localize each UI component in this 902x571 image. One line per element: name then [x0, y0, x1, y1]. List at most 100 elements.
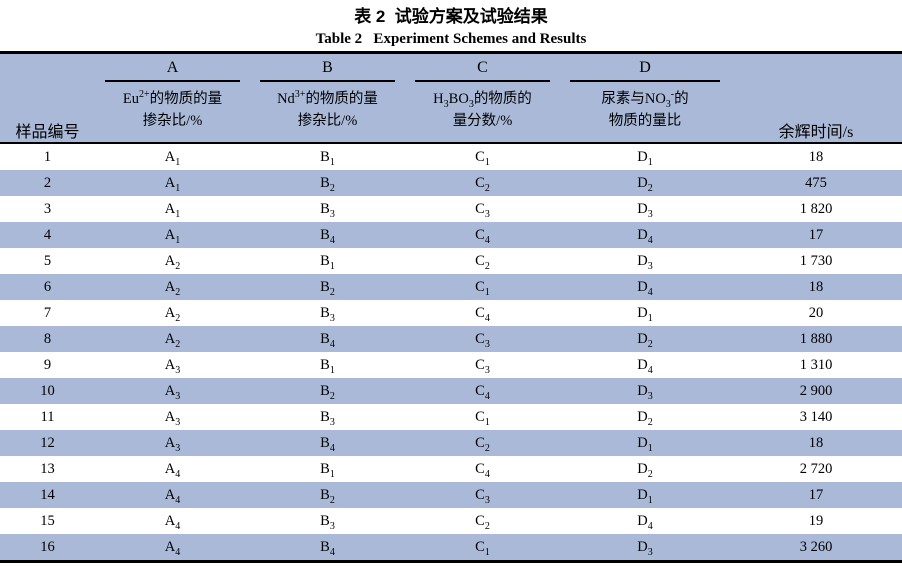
factor-a-cell: A2 — [164, 278, 181, 298]
sample-number-cell: 11 — [40, 408, 55, 425]
factor-d-cell: D4 — [637, 512, 653, 532]
factor-d-cell: D3 — [637, 538, 653, 558]
factor-b-cell: B2 — [320, 382, 335, 402]
table-title-english: Table 2 Experiment Schemes and Results — [315, 31, 587, 47]
sample-number-cell: 16 — [40, 538, 55, 555]
afterglow-time-cell: 2 720 — [799, 460, 833, 477]
factor-d-cell: D3 — [637, 382, 653, 402]
factor-d-cell: D2 — [637, 408, 653, 428]
sample-number-cell: 8 — [43, 330, 52, 347]
afterglow-time-cell: 18 — [808, 278, 824, 295]
factor-a-cell: A3 — [164, 434, 181, 454]
factor-c-cell: C3 — [475, 330, 490, 350]
factor-b-cell: B4 — [320, 226, 335, 246]
factor-b-cell: B3 — [320, 200, 335, 220]
factor-b-cell: B4 — [320, 330, 335, 350]
factor-c-cell: C1 — [475, 278, 490, 298]
table-row: 12 A3 B4 C2 D1 18 — [0, 430, 902, 456]
factor-b-cell: B4 — [320, 538, 335, 558]
factor-c-cell: C2 — [475, 252, 490, 272]
sample-number-cell: 12 — [40, 434, 55, 451]
table-row: 8 A2 B4 C3 D2 1 880 — [0, 326, 902, 352]
sample-number-cell: 4 — [43, 226, 52, 243]
factor-b-cell: B3 — [320, 512, 335, 532]
factor-a-letter: A — [105, 58, 240, 82]
afterglow-time-cell: 1 730 — [799, 252, 833, 269]
table-row: 13 A4 B1 C4 D2 2 720 — [0, 456, 902, 482]
factor-c-cell: C1 — [475, 148, 490, 168]
sample-number-cell: 13 — [40, 460, 55, 477]
afterglow-time-cell: 19 — [808, 512, 824, 529]
header-sample-number: 样品编号 — [0, 52, 95, 143]
sample-number-cell: 9 — [43, 356, 52, 373]
afterglow-time-cell: 3 260 — [799, 538, 833, 555]
factor-a-cell: A4 — [164, 460, 181, 480]
factor-d-cell: D4 — [637, 356, 653, 376]
table-row: 10 A3 B2 C4 D3 2 900 — [0, 378, 902, 404]
factor-a-cell: A1 — [164, 200, 181, 220]
factor-d-cell: D2 — [637, 330, 653, 350]
factor-c-cell: C3 — [475, 486, 490, 506]
table-row: 6 A2 B2 C1 D4 18 — [0, 274, 902, 300]
table-row: 16 A4 B4 C1 D3 3 260 — [0, 534, 902, 562]
factor-a-cell: A1 — [164, 148, 181, 168]
table-header: 样品编号 A B C D 余辉时间/s Eu2+的物质的量 掺杂比/% Nd3+的… — [0, 52, 902, 143]
afterglow-time-cell: 3 140 — [799, 408, 833, 425]
factor-b-cell: B1 — [320, 460, 335, 480]
afterglow-time-cell: 1 820 — [799, 200, 833, 217]
factor-c-cell: C4 — [475, 304, 490, 324]
factor-c-letter: C — [415, 58, 550, 82]
table-row: 11 A3 B3 C1 D2 3 140 — [0, 404, 902, 430]
factor-a-cell: A4 — [164, 538, 181, 558]
table-row: 15 A4 B3 C2 D4 19 — [0, 508, 902, 534]
factor-c-cell: C4 — [475, 382, 490, 402]
factor-a-cell: A1 — [164, 174, 181, 194]
factor-c-cell: C3 — [475, 200, 490, 220]
sample-number-cell: 6 — [43, 278, 52, 295]
factor-d-cell: D3 — [637, 252, 653, 272]
factor-d-description: 尿素与NO3-的 物质的量比 — [560, 82, 730, 143]
header-afterglow-time: 余辉时间/s — [730, 52, 902, 143]
factor-d-cell: D2 — [637, 460, 653, 480]
factor-d-cell: D1 — [637, 148, 653, 168]
sample-number-cell: 14 — [40, 486, 55, 503]
sample-number-cell: 2 — [43, 174, 52, 191]
header-factor-b: B — [250, 52, 405, 82]
factor-c-cell: C1 — [475, 538, 490, 558]
factor-d-letter: D — [570, 58, 720, 82]
factor-a-cell: A3 — [164, 408, 181, 428]
factor-d-cell: D1 — [637, 304, 653, 324]
afterglow-time-cell: 2 900 — [799, 382, 833, 399]
factor-b-letter: B — [260, 58, 395, 82]
afterglow-time-cell: 20 — [808, 304, 824, 321]
table-title-chinese: 表 2 试验方案及试验结果 — [354, 7, 548, 26]
factor-a-cell: A4 — [164, 486, 181, 506]
afterglow-time-cell: 18 — [808, 148, 824, 165]
table-row: 1 A1 B1 C1 D1 18 — [0, 143, 902, 170]
factor-description-row: Eu2+的物质的量 掺杂比/% Nd3+的物质的量 掺杂比/% H3BO3的物质的量… — [0, 82, 902, 143]
factor-a-cell: A2 — [164, 252, 181, 272]
afterglow-time-cell: 1 880 — [799, 330, 833, 347]
factor-letter-row: 样品编号 A B C D 余辉时间/s — [0, 52, 902, 143]
sample-number-cell: 7 — [43, 304, 52, 321]
factor-d-cell: D4 — [637, 226, 653, 246]
table-row: 5 A2 B1 C2 D3 1 730 — [0, 248, 902, 274]
afterglow-time-cell: 475 — [805, 174, 827, 191]
afterglow-time-cell: 1 310 — [799, 356, 833, 373]
factor-b-cell: B1 — [320, 252, 335, 272]
sample-number-cell: 5 — [43, 252, 52, 269]
factor-b-cell: B2 — [320, 486, 335, 506]
factor-a-cell: A1 — [164, 226, 181, 246]
header-factor-d: D — [560, 52, 730, 82]
table-row: 4 A1 B4 C4 D4 17 — [0, 222, 902, 248]
factor-c-cell: C4 — [475, 460, 490, 480]
factor-a-description: Eu2+的物质的量 掺杂比/% — [95, 82, 250, 143]
factor-b-cell: B3 — [320, 408, 335, 428]
factor-a-cell: A2 — [164, 330, 181, 350]
factor-c-cell: C2 — [475, 512, 490, 532]
factor-c-cell: C2 — [475, 434, 490, 454]
factor-b-cell: B3 — [320, 304, 335, 324]
table-row: 7 A2 B3 C4 D1 20 — [0, 300, 902, 326]
factor-b-cell: B4 — [320, 434, 335, 454]
